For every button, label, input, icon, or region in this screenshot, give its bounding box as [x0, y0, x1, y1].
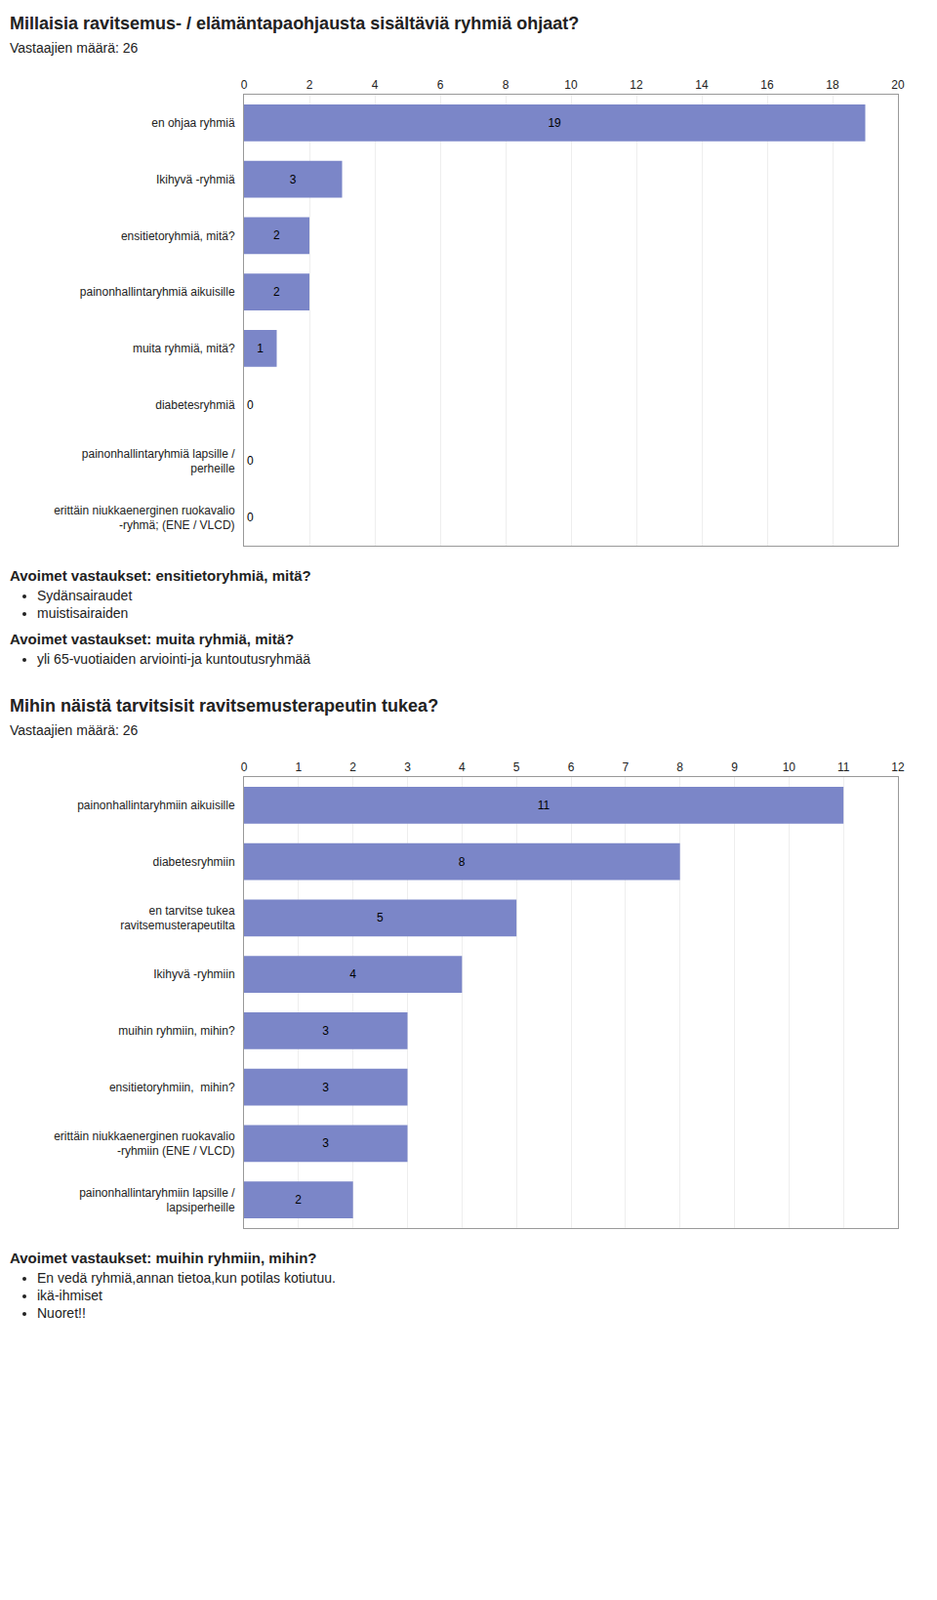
html-text:Mihin näistä tarvitsisit ravit: Mihin näistä tarvitsisit ravitsemusterap… [9, 695, 439, 716]
html-text:Avoimet vastaukset: muihin ryh: Avoimet vastaukset: muihin ryhmiin, mihi… [9, 1249, 317, 1266]
svg-text:0: 0 [246, 398, 254, 412]
svg-text:20: 20 [891, 78, 905, 92]
svg-text:muihin ryhmiin, mihin?: muihin ryhmiin, mihin? [118, 1023, 236, 1038]
svg-text:18: 18 [825, 78, 840, 92]
svg-text:8: 8 [502, 78, 510, 92]
html-text:Millaisia ravitsemus- / elämän: Millaisia ravitsemus- / elämäntapaohjaus… [9, 13, 579, 34]
svg-text:4: 4 [371, 78, 379, 92]
html-text:En vedä ryhmiä,annan tietoa,ku: En vedä ryhmiä,annan tietoa,kun potilas … [37, 1269, 336, 1286]
html-text:Avoimet vastaukset: muita ryhm: Avoimet vastaukset: muita ryhmiä, mitä? [9, 630, 294, 648]
svg-text:ensitietoryhmiin, mihin?: ensitietoryhmiin, mihin? [109, 1080, 236, 1095]
html-text:Sydänsairaudet: Sydänsairaudet [37, 587, 133, 604]
svg-text:4: 4 [458, 760, 466, 775]
svg-text:0: 0 [241, 78, 248, 92]
svg-text:2: 2 [349, 760, 357, 775]
svg-text:3: 3 [289, 172, 297, 187]
svg-text:19: 19 [547, 116, 562, 130]
svg-text:4: 4 [349, 967, 357, 981]
svg-text:3: 3 [322, 1080, 329, 1095]
svg-text:3: 3 [322, 1136, 329, 1150]
svg-text:6: 6 [568, 760, 575, 775]
svg-text:0: 0 [241, 760, 248, 775]
svg-text:11: 11 [837, 760, 851, 775]
svg-text:3: 3 [322, 1023, 329, 1038]
svg-text:Ikihyvä -ryhmiä: Ikihyvä -ryhmiä [156, 172, 236, 187]
svg-text:2: 2 [273, 285, 281, 299]
svg-text:14: 14 [694, 78, 709, 92]
svg-text:12: 12 [891, 760, 905, 775]
svg-text:10: 10 [782, 760, 797, 775]
svg-text:9: 9 [731, 760, 738, 775]
svg-text:10: 10 [564, 78, 578, 92]
html-text:Vastaajien määrä: 26: Vastaajien määrä: 26 [9, 722, 138, 738]
svg-text:16: 16 [760, 78, 775, 92]
svg-text:8: 8 [676, 760, 684, 775]
svg-text:Ikihyvä -ryhmiin: Ikihyvä -ryhmiin [153, 967, 235, 981]
svg-text:1: 1 [256, 341, 264, 356]
svg-text:1: 1 [294, 760, 302, 775]
svg-text:erittäin niukkaenerginen ruoka: erittäin niukkaenerginen ruokavalio-ryhm… [53, 503, 236, 533]
svg-text:en tarvitse tukearavitsemuster: en tarvitse tukearavitsemusterapeutilta [120, 903, 236, 934]
svg-text:en ohjaa ryhmiä: en ohjaa ryhmiä [151, 116, 236, 130]
html-text:Nuoret!!: Nuoret!! [37, 1304, 86, 1321]
svg-text:11: 11 [537, 798, 551, 813]
svg-text:6: 6 [437, 78, 445, 92]
svg-text:3: 3 [404, 760, 411, 775]
html-text:muistisairaiden: muistisairaiden [37, 605, 129, 621]
html-text:Vastaajien määrä: 26: Vastaajien määrä: 26 [9, 40, 138, 56]
svg-text:painonhallintaryhmiä aikuisill: painonhallintaryhmiä aikuisille [80, 285, 236, 299]
html-text:Avoimet vastaukset: ensitietor: Avoimet vastaukset: ensitietoryhmiä, mit… [9, 567, 312, 584]
svg-text:8: 8 [458, 855, 466, 869]
svg-text:2: 2 [306, 78, 314, 92]
svg-text:7: 7 [621, 760, 629, 775]
svg-text:erittäin niukkaenerginen ruoka: erittäin niukkaenerginen ruokavalio-ryhm… [53, 1129, 236, 1159]
svg-text:diabetesryhmiin: diabetesryhmiin [153, 855, 236, 869]
svg-text:5: 5 [376, 910, 384, 925]
svg-text:diabetesryhmiä: diabetesryhmiä [155, 398, 236, 412]
svg-text:painonhallintaryhmiin lapsille: painonhallintaryhmiin lapsille /lapsiper… [79, 1185, 236, 1216]
svg-text:painonhallintaryhmiin aikuisil: painonhallintaryhmiin aikuisille [77, 798, 236, 813]
html-text:yli 65-vuotiaiden arviointi-ja: yli 65-vuotiaiden arviointi-ja kuntoutus… [37, 651, 311, 667]
svg-text:0: 0 [246, 510, 254, 525]
svg-text:painonhallintaryhmiä lapsille: painonhallintaryhmiä lapsille /perheille [81, 447, 236, 477]
svg-text:2: 2 [294, 1192, 302, 1207]
svg-text:5: 5 [513, 760, 521, 775]
svg-text:2: 2 [273, 228, 281, 243]
svg-text:0: 0 [246, 453, 254, 468]
svg-text:12: 12 [629, 78, 644, 92]
svg-text:ensitietoryhmiä, mitä?: ensitietoryhmiä, mitä? [121, 229, 236, 244]
svg-text:muita ryhmiä, mitä?: muita ryhmiä, mitä? [132, 341, 236, 356]
html-text:ikä-ihmiset: ikä-ihmiset [37, 1287, 103, 1304]
